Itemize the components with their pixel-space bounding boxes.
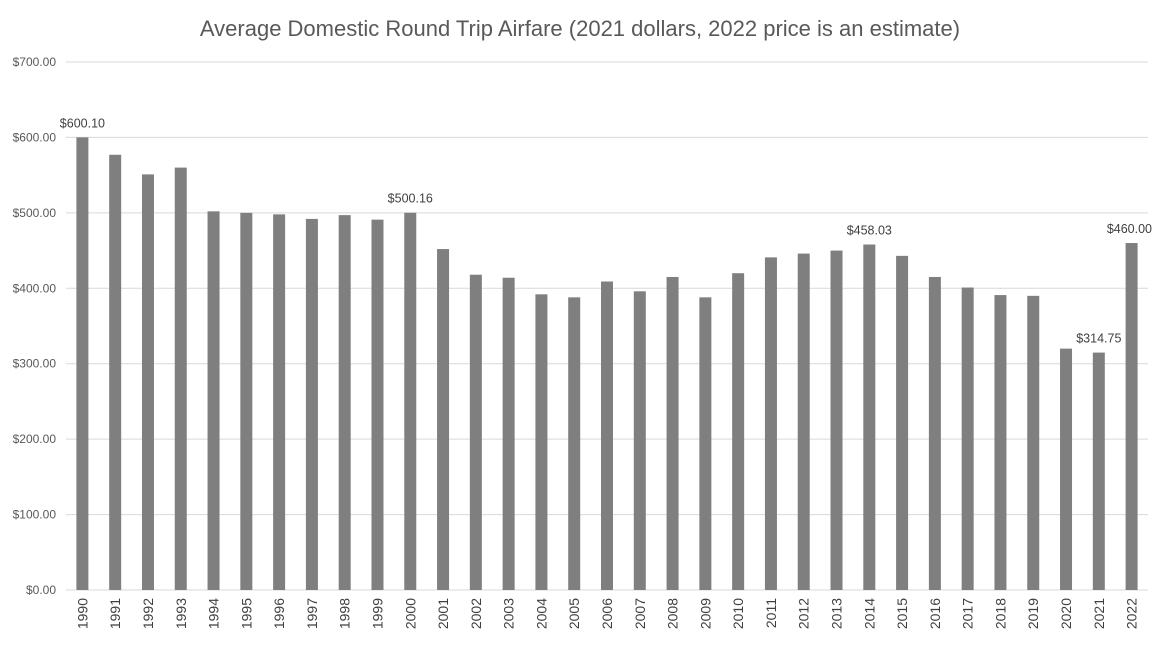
- bar-1995: [240, 212, 253, 590]
- x-tick-label: 1995: [238, 598, 254, 629]
- x-tick-label: 2007: [632, 598, 648, 629]
- x-tick-label: 1996: [271, 598, 287, 629]
- x-tick-label: 1994: [206, 598, 222, 629]
- bar-1991: [109, 154, 122, 590]
- bar-1992: [141, 174, 154, 591]
- bar-2009: [699, 297, 712, 590]
- data-label-2014: $458.03: [847, 224, 892, 238]
- bars: [76, 137, 1138, 591]
- bar-1993: [174, 167, 187, 590]
- bar-2001: [437, 249, 450, 590]
- bar-2016: [928, 276, 941, 590]
- y-tick-label: $500.00: [13, 206, 57, 220]
- bar-1996: [273, 214, 286, 590]
- bar-2011: [764, 257, 777, 590]
- bar-2013: [830, 250, 843, 591]
- x-tick-label: 1992: [140, 598, 156, 629]
- x-tick-label: 2013: [829, 598, 845, 629]
- x-tick-label: 2002: [468, 598, 484, 629]
- bar-2000: [404, 212, 417, 590]
- x-tick-label: 2016: [927, 598, 943, 629]
- x-tick-label: 2019: [1025, 598, 1041, 629]
- bar-2007: [633, 291, 646, 590]
- bar-2022: [1125, 243, 1138, 590]
- x-tick-label: 1997: [304, 598, 320, 629]
- bar-1998: [338, 215, 351, 590]
- x-tick-label: 1999: [369, 598, 385, 629]
- data-label-2021: $314.75: [1076, 332, 1121, 346]
- bar-2017: [961, 287, 974, 590]
- bar-2003: [502, 277, 515, 590]
- data-labels: $600.10 $500.16 $458.03 $314.75 $460.00: [60, 116, 1152, 345]
- bar-2008: [666, 276, 679, 590]
- bar-2021: [1092, 352, 1105, 590]
- y-tick-label: $400.00: [13, 281, 57, 295]
- x-tick-label: 2008: [665, 598, 681, 629]
- x-tick-label: 1991: [107, 598, 123, 629]
- x-tick-label: 2020: [1058, 598, 1074, 629]
- x-axis-tick-labels: 1990 1991 1992 1993 1994 1995 1996 1997 1998 1999…: [74, 598, 1139, 629]
- bar-2018: [994, 295, 1007, 590]
- bar-2020: [1060, 348, 1073, 590]
- chart-title: Average Domestic Round Trip Airfare (202…: [200, 16, 960, 41]
- x-tick-label: 2010: [730, 598, 746, 629]
- bar-2010: [732, 273, 745, 590]
- bar-1994: [207, 211, 220, 590]
- x-tick-label: 2018: [992, 598, 1008, 629]
- bar-1990: [76, 137, 89, 590]
- y-tick-label: $0.00: [26, 583, 56, 597]
- bar-1999: [371, 219, 384, 590]
- bar-2005: [568, 297, 581, 590]
- x-tick-label: 2015: [894, 598, 910, 629]
- x-tick-label: 1993: [173, 598, 189, 629]
- x-tick-label: 2022: [1124, 598, 1140, 629]
- x-tick-label: 2000: [402, 598, 418, 629]
- bar-1997: [305, 218, 318, 591]
- bar-2014: [863, 244, 876, 590]
- x-tick-label: 2012: [796, 598, 812, 629]
- bar-2012: [797, 253, 810, 591]
- bar-2006: [601, 281, 613, 590]
- x-tick-label: 2004: [533, 598, 549, 629]
- x-tick-label: 1998: [337, 598, 353, 629]
- bar-2019: [1027, 295, 1040, 590]
- bar-2004: [535, 294, 548, 590]
- x-tick-label: 2003: [501, 598, 517, 629]
- y-tick-label: $600.00: [13, 130, 57, 144]
- y-tick-label: $700.00: [13, 55, 57, 69]
- x-tick-label: 1990: [74, 598, 90, 629]
- x-tick-label: 2006: [599, 598, 615, 629]
- bar-2015: [896, 255, 909, 590]
- x-tick-label: 2017: [960, 598, 976, 629]
- x-tick-label: 2009: [697, 598, 713, 629]
- data-label-1990: $600.10: [60, 116, 105, 130]
- y-tick-label: $200.00: [13, 432, 57, 446]
- y-tick-label: $100.00: [13, 508, 57, 522]
- x-tick-label: 2014: [861, 598, 877, 629]
- y-tick-label: $300.00: [13, 357, 57, 371]
- bar-2002: [469, 274, 482, 590]
- x-tick-label: 2011: [763, 598, 779, 628]
- data-label-2000: $500.16: [388, 192, 433, 206]
- x-tick-label: 2005: [566, 598, 582, 629]
- x-tick-label: 2021: [1091, 598, 1107, 629]
- x-tick-label: 2001: [435, 598, 451, 629]
- data-label-2022: $460.00: [1107, 222, 1152, 236]
- y-axis-tick-labels: $0.00 $100.00 $200.00 $300.00 $400.00 $500.00…: [13, 55, 57, 597]
